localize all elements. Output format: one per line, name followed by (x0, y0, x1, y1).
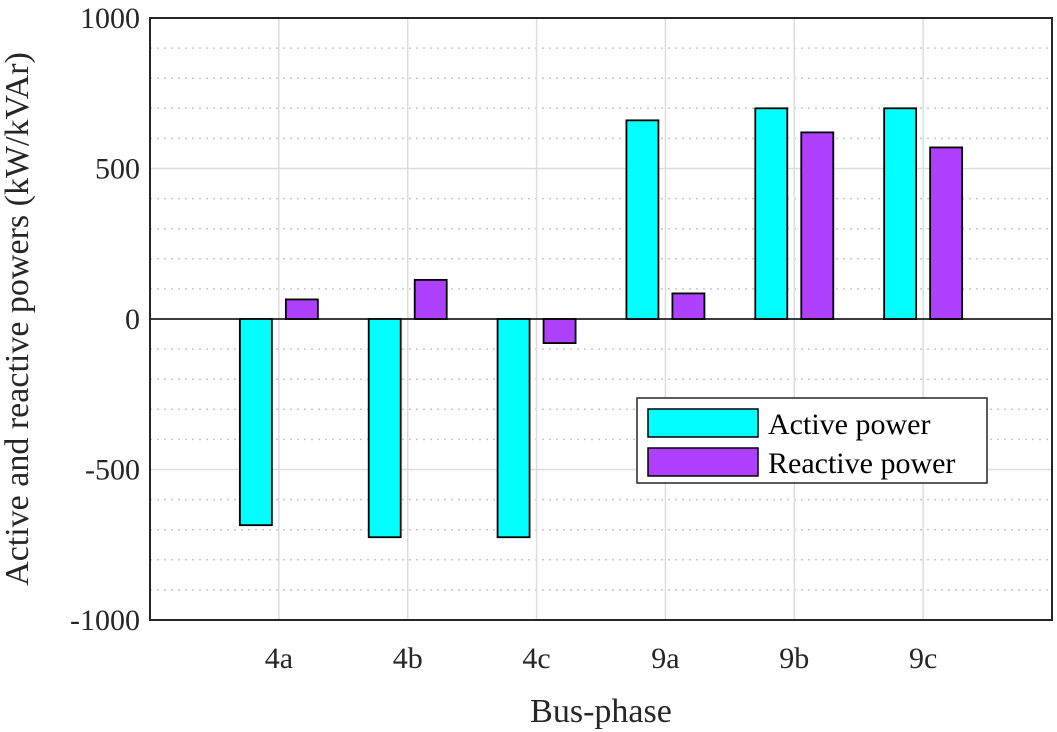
y-tick-label: 500 (95, 153, 140, 186)
bar-reactive-power-4c (542, 318, 577, 344)
x-tick-label: 4b (393, 642, 423, 675)
x-tick-label: 9c (909, 642, 937, 675)
legend-label-reactive-power: Reactive power (768, 447, 955, 480)
bar-active-power-9a (625, 119, 660, 320)
plot-frame (149, 17, 1053, 621)
legend-label-active-power: Active power (768, 408, 930, 441)
x-tick-labels: 4a 4b 4c 9a 9b 9c (265, 642, 938, 675)
y-tick-label: -1000 (70, 604, 140, 637)
y-tick-label: 1000 (80, 2, 140, 35)
bar-reactive-power-9b (800, 131, 835, 320)
y-tick-labels: -1000 -500 0 500 1000 (70, 2, 140, 637)
bars (238, 107, 964, 539)
bar-reactive-power-4a (284, 298, 319, 320)
bar-reactive-power-4b (413, 278, 448, 320)
y-tick-label: -500 (85, 454, 140, 487)
bar-active-power-9b (754, 107, 789, 320)
bar-reactive-power-9a (671, 292, 706, 320)
y-tick-label: 0 (125, 303, 140, 336)
x-tick-label: 4a (265, 642, 293, 675)
bar-reactive-power-9c (929, 146, 964, 320)
bar-active-power-9c (883, 107, 918, 320)
legend-swatch-reactive-power (647, 447, 759, 477)
x-tick-label: 9a (651, 642, 679, 675)
bar-active-power-4c (496, 318, 531, 539)
legend-swatch-active-power (647, 408, 759, 438)
x-tick-label: 4c (522, 642, 550, 675)
x-tick-label: 9b (779, 642, 809, 675)
bar-active-power-4a (238, 318, 273, 527)
legend: Active power Reactive power (636, 397, 988, 484)
x-axis-title: Bus-phase (530, 693, 672, 730)
bar-active-power-4b (367, 318, 402, 539)
y-axis-title: Active and reactive powers (kW/kVAr) (0, 52, 36, 586)
